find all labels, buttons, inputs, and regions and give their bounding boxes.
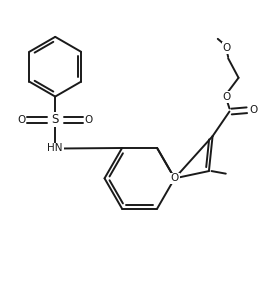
Text: O: O <box>250 105 258 115</box>
Text: HN: HN <box>48 143 63 153</box>
Text: S: S <box>51 113 59 126</box>
Text: O: O <box>170 173 179 183</box>
Text: O: O <box>85 115 93 125</box>
Text: O: O <box>223 92 231 102</box>
Text: O: O <box>223 43 231 53</box>
Text: O: O <box>17 115 26 125</box>
